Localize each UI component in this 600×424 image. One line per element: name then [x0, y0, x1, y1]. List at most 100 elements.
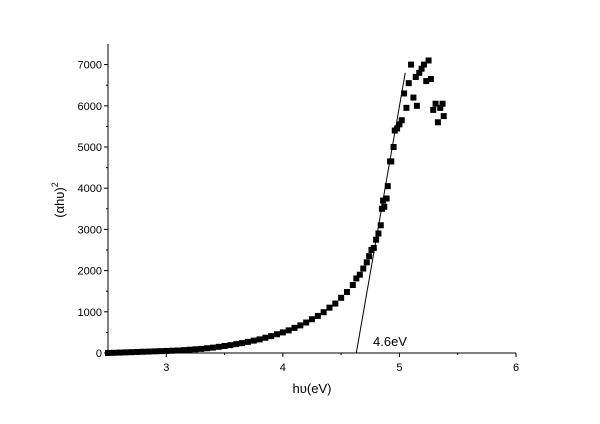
x-tick-label: 4	[280, 362, 286, 374]
data-point	[163, 347, 170, 354]
data-point	[410, 94, 417, 101]
data-point	[390, 144, 397, 150]
data-point	[363, 259, 370, 266]
data-point	[215, 343, 222, 350]
y-tick-label: 4000	[78, 183, 102, 195]
x-tick-label: 5	[396, 362, 402, 374]
data-point	[338, 294, 345, 301]
data-point	[116, 349, 123, 356]
data-point	[396, 121, 403, 128]
data-point	[381, 203, 388, 210]
data-point	[370, 244, 377, 251]
data-points	[105, 57, 447, 356]
data-point	[221, 343, 228, 349]
data-point	[432, 100, 439, 107]
data-point	[209, 344, 216, 351]
data-point	[377, 222, 384, 229]
y-tick-label: 2000	[78, 266, 102, 278]
data-point	[297, 322, 304, 329]
data-point	[192, 346, 199, 353]
data-point	[353, 275, 360, 282]
data-point	[437, 104, 444, 111]
data-point	[375, 230, 382, 237]
y-tick-label: 7000	[78, 60, 102, 72]
data-point	[360, 265, 367, 272]
data-point	[180, 347, 187, 354]
data-point	[425, 57, 432, 64]
data-point	[198, 345, 205, 352]
data-point	[332, 300, 339, 307]
data-point	[320, 309, 327, 316]
data-point	[416, 69, 423, 76]
band-gap-fit-line	[355, 72, 406, 354]
data-point	[427, 76, 434, 83]
y-tick-label: 3000	[78, 224, 102, 236]
x-tick-label: 3	[163, 362, 169, 374]
data-point	[157, 348, 164, 355]
y-axis-title-main: (αhυ)	[52, 187, 67, 218]
data-point	[434, 119, 441, 126]
data-point	[401, 90, 408, 97]
data-point	[408, 61, 415, 68]
data-point	[349, 282, 356, 289]
y-axis-title: (αhυ)2	[50, 182, 67, 218]
data-point	[388, 158, 395, 165]
data-point	[418, 65, 425, 72]
data-point	[139, 348, 146, 355]
data-point	[394, 125, 401, 132]
data-point	[151, 348, 158, 355]
data-point	[279, 329, 286, 336]
x-axis-title: hυ(eV)	[293, 381, 332, 396]
data-point	[227, 342, 234, 349]
data-point	[105, 350, 111, 356]
data-point	[204, 345, 211, 352]
y-tick-label: 0	[96, 348, 102, 360]
x-tick-label: 6	[513, 362, 519, 374]
data-point	[309, 316, 315, 323]
data-point	[291, 324, 298, 331]
data-point	[122, 349, 129, 356]
data-point	[356, 271, 363, 278]
y-axis-ticks: 0 1000 2000 3000 4000 5000 6000 7000	[78, 60, 108, 360]
data-point	[366, 253, 373, 260]
data-point	[303, 319, 310, 326]
x-axis-ticks: 3 4 5 6	[107, 353, 519, 374]
data-point	[314, 312, 321, 319]
data-point	[244, 338, 251, 345]
data-point	[439, 100, 446, 107]
data-point	[285, 327, 292, 334]
y-tick-label: 1000	[78, 307, 102, 319]
data-point	[233, 341, 240, 348]
data-point	[412, 73, 419, 80]
data-point	[384, 183, 391, 190]
data-point	[343, 289, 350, 296]
y-tick-label: 5000	[78, 142, 102, 154]
data-point	[413, 102, 420, 109]
band-gap-annotation: 4.6eV	[373, 334, 407, 349]
data-point	[250, 337, 257, 344]
data-point	[169, 347, 176, 354]
data-point	[430, 106, 437, 113]
data-point	[403, 104, 410, 111]
data-point	[383, 195, 390, 202]
y-axis-title-superscript: 2	[50, 182, 60, 187]
data-point	[268, 333, 275, 340]
data-point	[145, 348, 152, 355]
data-point	[405, 80, 412, 87]
data-point	[134, 348, 141, 355]
data-point	[256, 336, 263, 343]
data-point	[239, 340, 246, 347]
data-point	[128, 349, 135, 356]
data-point	[186, 346, 193, 353]
data-point	[174, 347, 181, 354]
data-point	[274, 331, 281, 338]
data-point	[110, 349, 117, 356]
data-point	[398, 117, 405, 124]
data-point	[326, 304, 333, 311]
data-point	[420, 61, 427, 68]
data-point	[440, 113, 447, 120]
data-point	[423, 78, 430, 85]
data-point	[262, 334, 269, 341]
y-tick-label: 6000	[78, 101, 102, 113]
